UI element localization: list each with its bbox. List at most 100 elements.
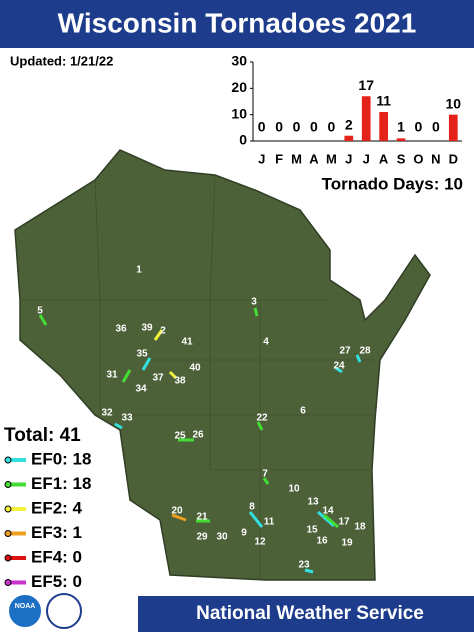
tornado-label: 11: [264, 517, 275, 528]
tornado-track: [168, 370, 178, 380]
value-label: 1: [397, 119, 405, 135]
tornado-label: 25: [174, 431, 186, 442]
value-label: 2: [345, 116, 353, 132]
tornado-label: 33: [121, 413, 133, 424]
value-label: 17: [358, 77, 374, 93]
value-label: 0: [327, 119, 335, 135]
tornado-label: 35: [136, 349, 148, 360]
tornado-label: 15: [306, 525, 318, 536]
tornado-track: [171, 513, 187, 522]
tornado-label: 18: [354, 522, 366, 533]
tornado-track: [355, 354, 362, 363]
bar: [361, 96, 371, 141]
tornado-label: 13: [307, 497, 319, 508]
x-tick-label: O: [413, 151, 423, 166]
legend-dot: [4, 505, 12, 513]
tornado-track: [317, 510, 335, 528]
x-tick-label: M: [291, 151, 302, 166]
bar: [379, 112, 388, 141]
tornado-track: [248, 511, 264, 528]
tornado-label: 23: [298, 560, 310, 571]
value-label: 0: [432, 119, 440, 135]
legend-label: EF0: 18: [31, 449, 91, 468]
x-tick-label: A: [379, 151, 389, 166]
tornado-label: 41: [181, 337, 193, 348]
tornado-track: [114, 422, 123, 430]
tornado-label: 1: [136, 265, 142, 276]
y-tick-label: 20: [231, 79, 247, 95]
bar: [448, 114, 458, 141]
tornado-track: [121, 369, 132, 383]
tornado-label: 6: [300, 406, 306, 417]
tornado-label: 20: [171, 506, 183, 517]
noaa-logo: [7, 593, 43, 629]
nws-logo: [46, 593, 82, 629]
tornado-label: 34: [135, 384, 147, 395]
y-tick-label: 0: [239, 132, 247, 148]
tornado-label: 16: [316, 536, 328, 547]
y-tick-label: 10: [231, 105, 247, 121]
legend-label: EF3: 1: [31, 523, 82, 542]
state-map: [14, 149, 431, 581]
y-tick-label: 30: [231, 53, 247, 69]
tornado-label: 30: [216, 532, 228, 543]
tornado-label: 8: [249, 502, 255, 513]
tornado-label: 9: [241, 528, 247, 539]
value-label: 0: [415, 119, 423, 135]
tornado-track: [304, 568, 314, 574]
tornado-track: [38, 314, 48, 326]
tornado-track: [253, 307, 259, 317]
tornado-label: 26: [192, 430, 204, 441]
legend-label: EF2: 4: [31, 498, 83, 517]
value-label: 0: [258, 119, 266, 135]
bar: [396, 138, 406, 141]
tornado-label: 39: [141, 323, 153, 334]
tornado-label: 14: [322, 506, 334, 517]
tornado-label: 24: [333, 361, 345, 372]
legend-total: Total: 41: [4, 425, 81, 446]
tornado-label: 29: [196, 532, 208, 543]
legend-dot: [4, 456, 12, 464]
tornado-label: 3: [251, 297, 257, 308]
header-bar: [0, 0, 474, 48]
county-lines: [20, 174, 375, 580]
tornado-label: 40: [189, 363, 201, 374]
legend-dot: [4, 579, 12, 586]
tornado-label: 38: [174, 376, 186, 387]
legend-label: EF1: 18: [31, 474, 91, 493]
tornado-label: 19: [341, 538, 353, 549]
x-tick-label: A: [309, 151, 319, 166]
legend-dot: [4, 530, 12, 537]
value-label: 0: [275, 119, 283, 135]
value-label: 0: [293, 119, 301, 135]
title: Wisconsin Tornadoes 2021: [58, 7, 417, 38]
value-label: 10: [446, 95, 462, 111]
legend-dot: [4, 481, 12, 488]
tornado-label: 5: [37, 306, 43, 317]
tornado-label: 2: [160, 326, 166, 337]
tornado-label: 31: [106, 370, 118, 381]
tornado-track: [153, 329, 164, 341]
tornado-label: 21: [196, 512, 208, 523]
tornado-label: 17: [338, 517, 350, 528]
tornado-track: [323, 513, 339, 529]
tornado-label: 7: [262, 469, 268, 480]
x-tick-label: N: [431, 151, 440, 166]
tornado-label: 36: [115, 324, 127, 335]
x-tick-label: J: [258, 151, 265, 166]
x-tick-label: S: [397, 151, 406, 166]
legend-label: EF5: 0: [31, 572, 82, 591]
tornado-track: [262, 477, 270, 485]
tornado-label: 12: [254, 537, 266, 548]
bar: [344, 135, 354, 141]
value-label: 11: [376, 93, 391, 109]
tornado-label: 4: [263, 337, 269, 348]
tornado-track: [335, 366, 343, 374]
footer-text: National Weather Service: [196, 603, 424, 624]
tornado-label: 28: [359, 346, 371, 357]
value-label: 0: [310, 119, 318, 135]
legend-label: EF4: 0: [31, 547, 82, 566]
tornado-track: [141, 357, 152, 371]
x-tick-label: D: [449, 151, 458, 166]
